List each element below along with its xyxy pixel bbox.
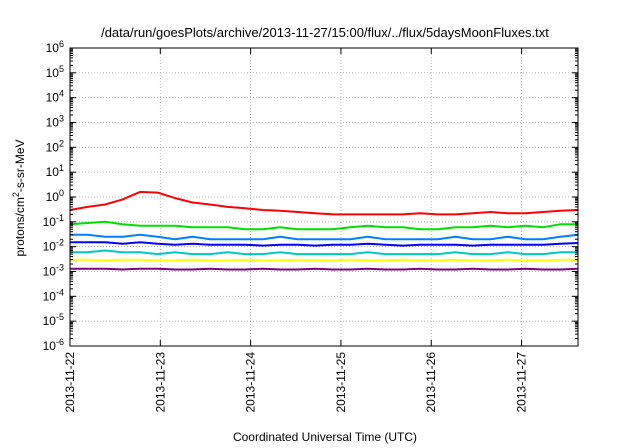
x-tick-label: 2013-11-22 (63, 352, 77, 413)
grid (70, 48, 578, 346)
series-line (69, 190, 579, 216)
x-tick-label: 2013-11-26 (424, 352, 438, 413)
x-tick-label: 2013-11-27 (515, 352, 529, 413)
y-axis-label: protons/cm2-s-sr-MeV (11, 139, 27, 256)
series-line (70, 267, 579, 271)
plot-frame (69, 47, 579, 347)
chart-title: /data/run/goesPlots/archive/2013-11-27/1… (101, 25, 549, 40)
y-tick-label: 100 (46, 188, 64, 204)
y-tick-label: 104 (46, 89, 64, 105)
series-line (70, 241, 579, 247)
series-line (69, 220, 578, 231)
series-line (70, 258, 578, 262)
series-group (69, 190, 579, 271)
x-tick-label: 2013-11-23 (153, 352, 167, 413)
x-tick-label: 2013-11-25 (334, 352, 348, 413)
x-tick-label: 2013-11-24 (244, 352, 258, 413)
y-tick-label: 10-4 (43, 287, 64, 303)
y-tick-label: 10-5 (43, 312, 64, 328)
y-tick-label: 106 (46, 39, 64, 55)
y-tick-label: 10-1 (43, 213, 64, 229)
y-tick-label: 10-2 (43, 238, 64, 254)
y-tick-label: 10-6 (43, 337, 64, 353)
y-tick-label: 10-3 (43, 263, 64, 279)
y-tick-label: 103 (46, 114, 64, 130)
x-axis-label: Coordinated Universal Time (UTC) (233, 430, 417, 444)
y-tick-label: 105 (46, 64, 64, 80)
y-tick-label: 102 (46, 138, 64, 154)
x-axis: 2013-11-22 2013-11-23 2013-11-24 2013-11-25… (63, 48, 529, 413)
y-tick-label: 101 (46, 163, 64, 179)
series-line (70, 249, 578, 256)
y-axis: 106 105 104 103 102 101 100 10-1 10-2 10-3 10-4 10-… (43, 39, 578, 353)
series-line (70, 233, 579, 241)
